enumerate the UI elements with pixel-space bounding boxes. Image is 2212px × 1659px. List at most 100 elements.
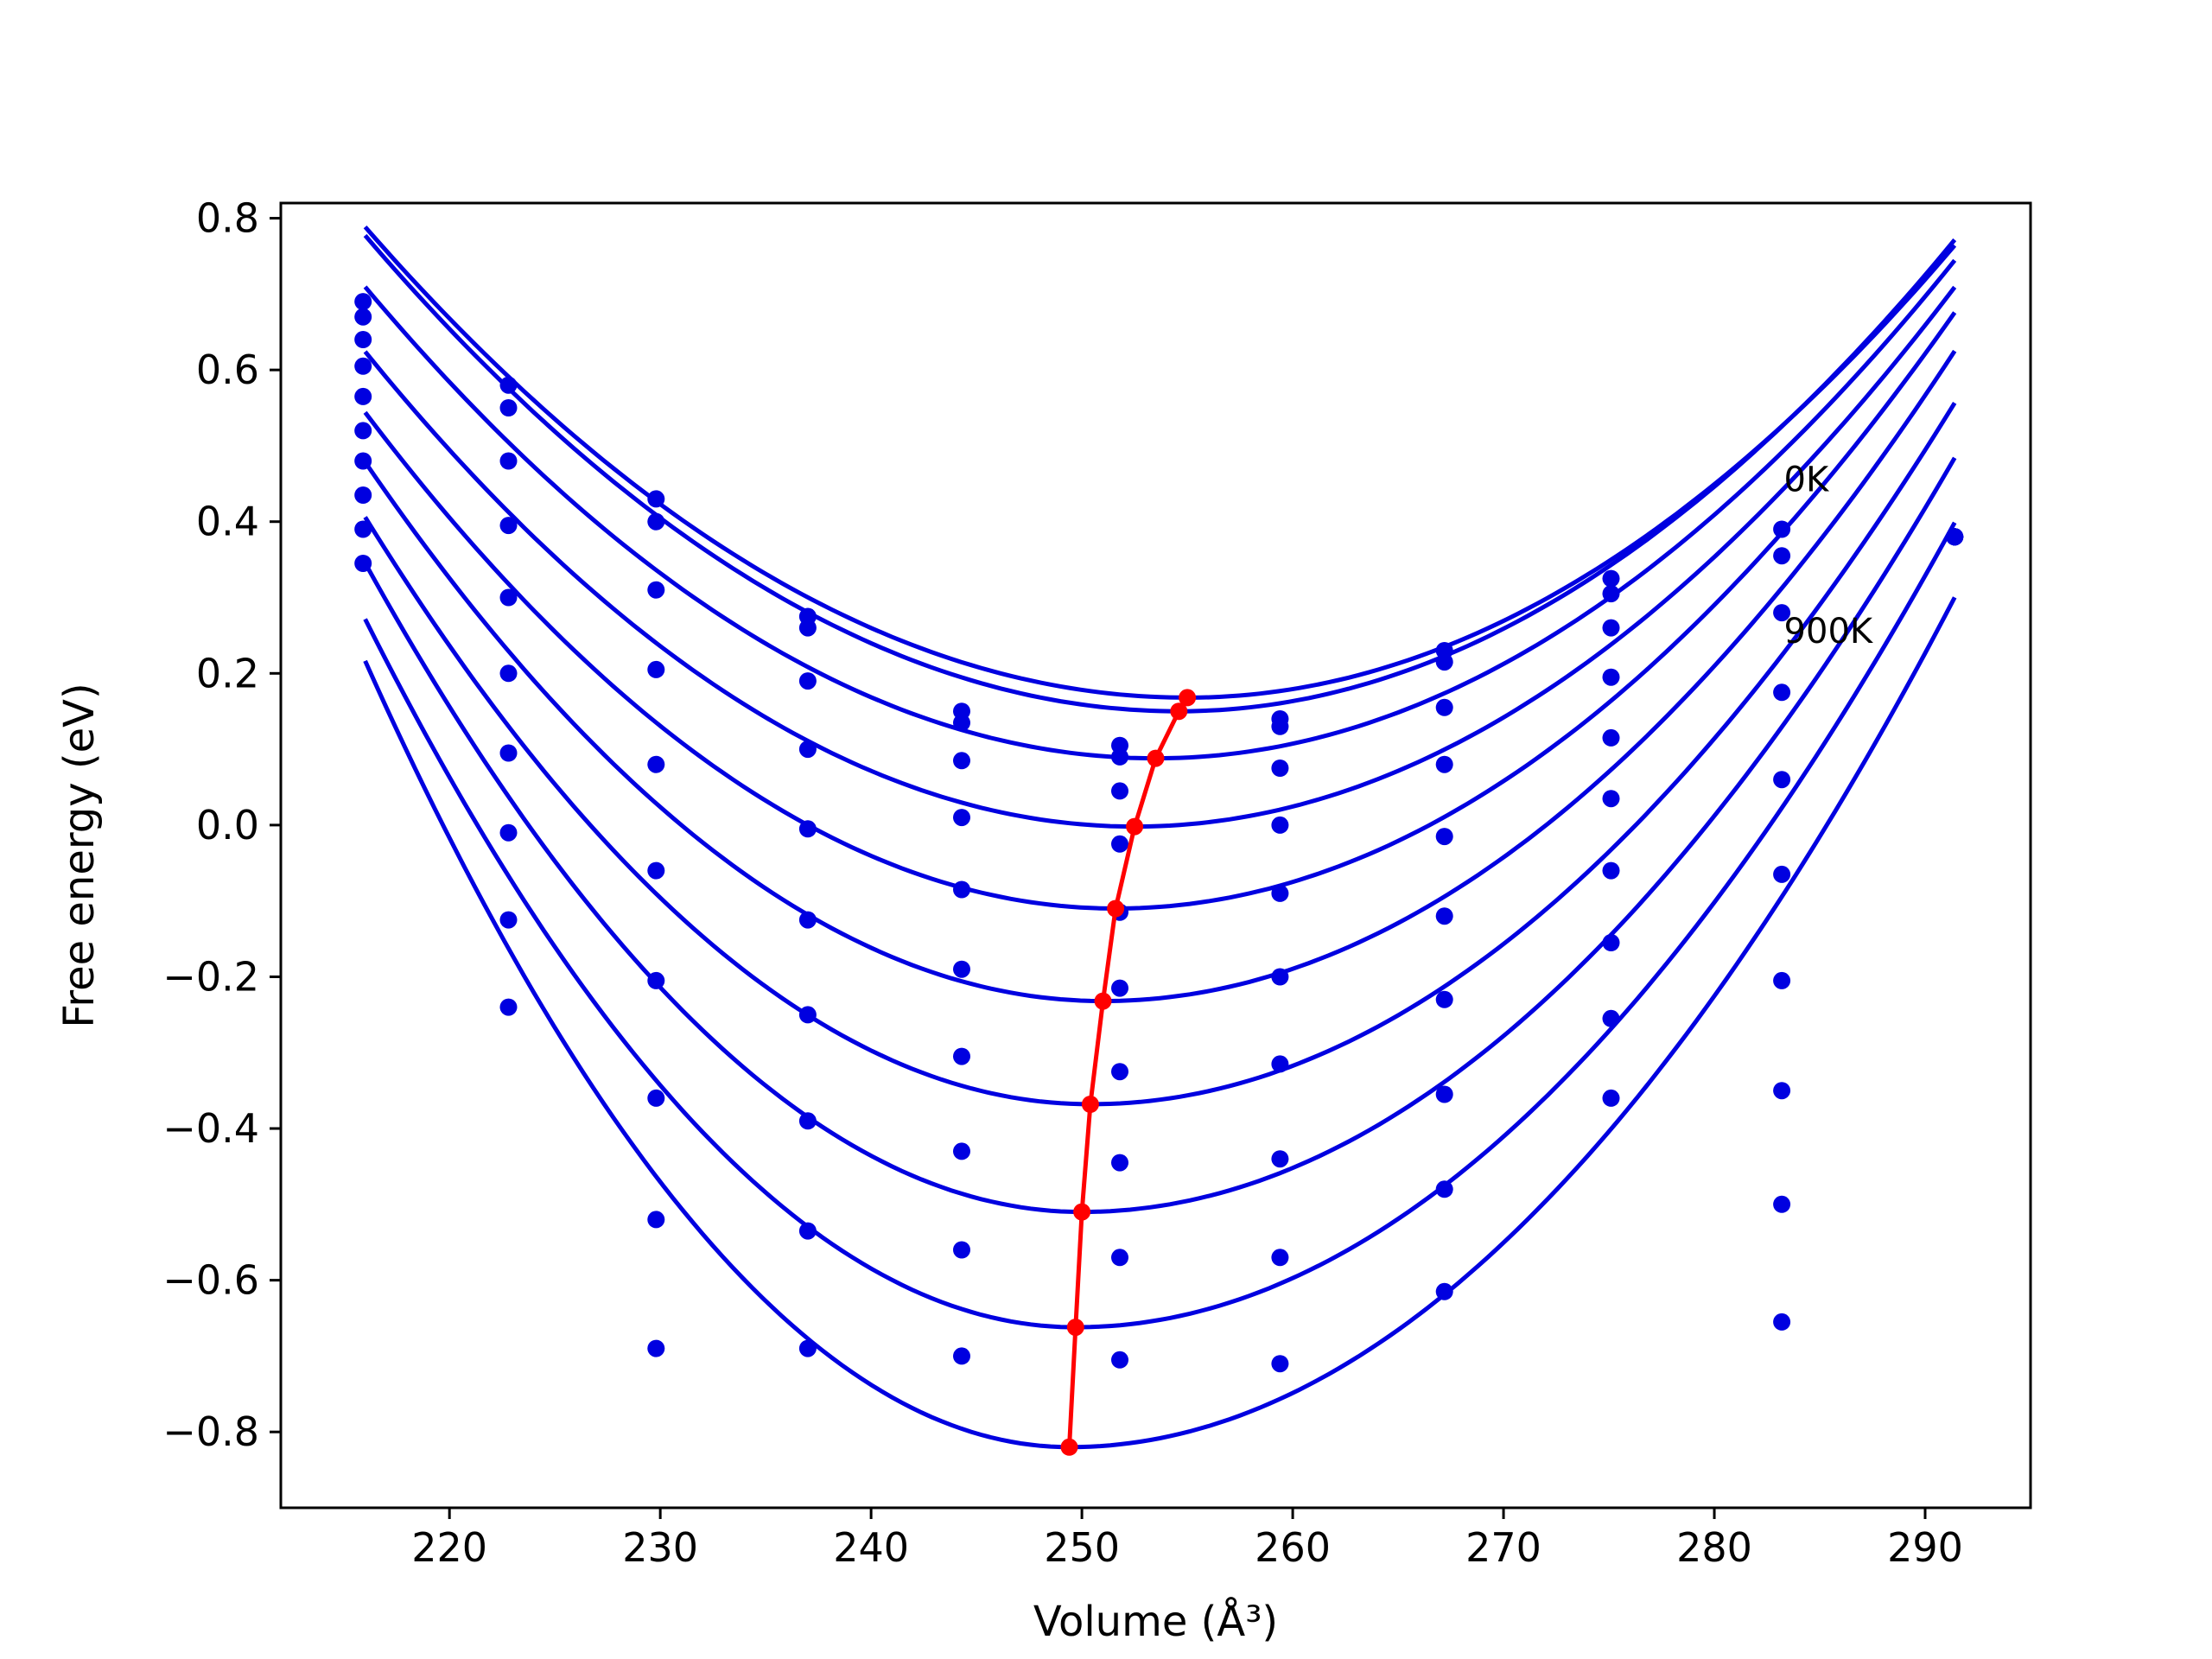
- data-point: [647, 971, 665, 989]
- data-point: [1602, 619, 1620, 637]
- fit-curve-9: [363, 521, 1957, 1330]
- annotation-label: 0K: [1784, 461, 1830, 500]
- data-point: [953, 1241, 970, 1259]
- data-point: [1111, 1063, 1128, 1081]
- data-point: [1111, 747, 1128, 766]
- data-point: [1602, 569, 1620, 588]
- data-point: [1271, 717, 1289, 735]
- data-point: [1773, 683, 1791, 702]
- minimum-point: [1179, 689, 1197, 707]
- data-point: [798, 1006, 817, 1024]
- data-point: [1111, 1154, 1128, 1172]
- minimum-point: [1094, 992, 1112, 1010]
- data-point: [647, 660, 665, 678]
- data-point: [354, 387, 372, 405]
- data-point: [1602, 1009, 1620, 1027]
- data-point: [798, 1112, 817, 1130]
- data-point: [354, 293, 372, 311]
- data-points: [354, 293, 1964, 1373]
- data-point: [499, 664, 518, 683]
- x-tick-label: 260: [1255, 1524, 1331, 1571]
- data-point: [798, 619, 817, 637]
- data-point: [953, 809, 970, 827]
- data-point: [1602, 934, 1620, 951]
- minimum-point: [1060, 1438, 1078, 1456]
- data-point: [1435, 698, 1453, 716]
- y-tick-label: −0.8: [162, 1408, 259, 1455]
- data-point: [647, 512, 665, 531]
- data-point: [1271, 1055, 1289, 1073]
- data-point: [354, 555, 372, 572]
- data-point: [499, 911, 518, 929]
- data-point: [647, 1339, 665, 1357]
- data-point: [1111, 782, 1128, 800]
- data-point: [1602, 861, 1620, 880]
- data-point: [1946, 528, 1964, 546]
- data-point: [1111, 1351, 1128, 1369]
- minimum-point: [1081, 1096, 1099, 1113]
- data-point: [1602, 1089, 1620, 1107]
- annotations: 0K 900K: [1784, 461, 1874, 652]
- minimum-path: [1060, 689, 1197, 1456]
- x-tick-label: 290: [1887, 1524, 1963, 1571]
- data-point: [1271, 1249, 1289, 1267]
- y-axis-title: Free energy (eV): [55, 683, 104, 1027]
- fit-curve-7: [363, 401, 1957, 1107]
- data-point: [1435, 990, 1453, 1008]
- minimum-point: [1073, 1203, 1091, 1221]
- data-point: [1111, 979, 1128, 997]
- minimum-path-line: [1067, 696, 1190, 1447]
- y-tick-label: −0.2: [162, 953, 259, 1000]
- x-axis-ticks: 220 230 240 250 260 270 280 290: [411, 1508, 1963, 1571]
- data-point: [1773, 1082, 1791, 1100]
- data-point: [1602, 728, 1620, 747]
- x-tick-label: 270: [1465, 1524, 1541, 1571]
- data-point: [953, 1047, 970, 1065]
- fit-curve-3: [363, 258, 1957, 761]
- y-tick-label: 0.2: [196, 650, 259, 696]
- minimum-point: [1170, 702, 1188, 721]
- data-point: [354, 422, 372, 440]
- data-point: [1773, 520, 1791, 538]
- data-point: [354, 520, 372, 538]
- data-point: [1271, 968, 1289, 986]
- data-point: [798, 1222, 817, 1240]
- data-point: [647, 1089, 665, 1107]
- fit-curve-1: [363, 225, 1957, 700]
- data-point: [798, 820, 817, 838]
- minimum-point: [1107, 899, 1125, 918]
- data-point: [499, 517, 518, 535]
- data-point: [1773, 1195, 1791, 1213]
- y-tick-label: 0.8: [196, 195, 259, 242]
- y-tick-label: −0.6: [162, 1257, 259, 1304]
- data-point: [1435, 1180, 1453, 1198]
- data-point: [1435, 1282, 1453, 1300]
- minimum-point: [1066, 1319, 1084, 1337]
- data-point: [354, 452, 372, 470]
- data-point: [499, 452, 518, 470]
- data-point: [1435, 828, 1453, 846]
- data-point: [1773, 1313, 1791, 1331]
- fit-curve-10: [363, 596, 1957, 1450]
- data-point: [953, 1142, 970, 1160]
- data-point: [1271, 1150, 1289, 1168]
- fit-curve-2: [363, 233, 1957, 714]
- data-point: [1773, 971, 1791, 989]
- data-point: [499, 376, 518, 394]
- data-point: [1773, 865, 1791, 883]
- data-point: [647, 755, 665, 773]
- data-point: [953, 960, 970, 978]
- data-point: [647, 581, 665, 599]
- data-point: [499, 998, 518, 1016]
- data-point: [798, 1339, 817, 1357]
- y-tick-label: 0.6: [196, 346, 259, 393]
- data-point: [647, 1211, 665, 1229]
- data-point: [1435, 1085, 1453, 1103]
- data-point: [1435, 907, 1453, 925]
- data-point: [1435, 653, 1453, 671]
- minimum-point: [1126, 817, 1144, 836]
- data-point: [354, 308, 372, 326]
- data-point: [1435, 755, 1453, 773]
- data-point: [354, 486, 372, 504]
- x-tick-label: 230: [622, 1524, 698, 1571]
